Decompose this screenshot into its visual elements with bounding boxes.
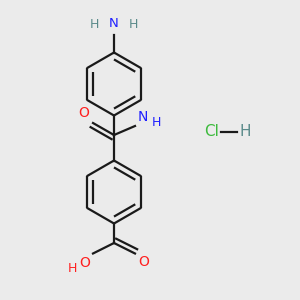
Text: O: O (79, 106, 89, 120)
Text: H: H (152, 116, 161, 129)
Text: H: H (239, 124, 251, 140)
Text: O: O (139, 255, 149, 269)
Text: N: N (137, 110, 148, 124)
Text: H: H (128, 18, 138, 32)
Text: H: H (90, 18, 100, 32)
Text: H: H (68, 262, 77, 275)
Text: O: O (79, 256, 90, 270)
Text: N: N (109, 17, 119, 30)
Text: Cl: Cl (204, 124, 219, 140)
